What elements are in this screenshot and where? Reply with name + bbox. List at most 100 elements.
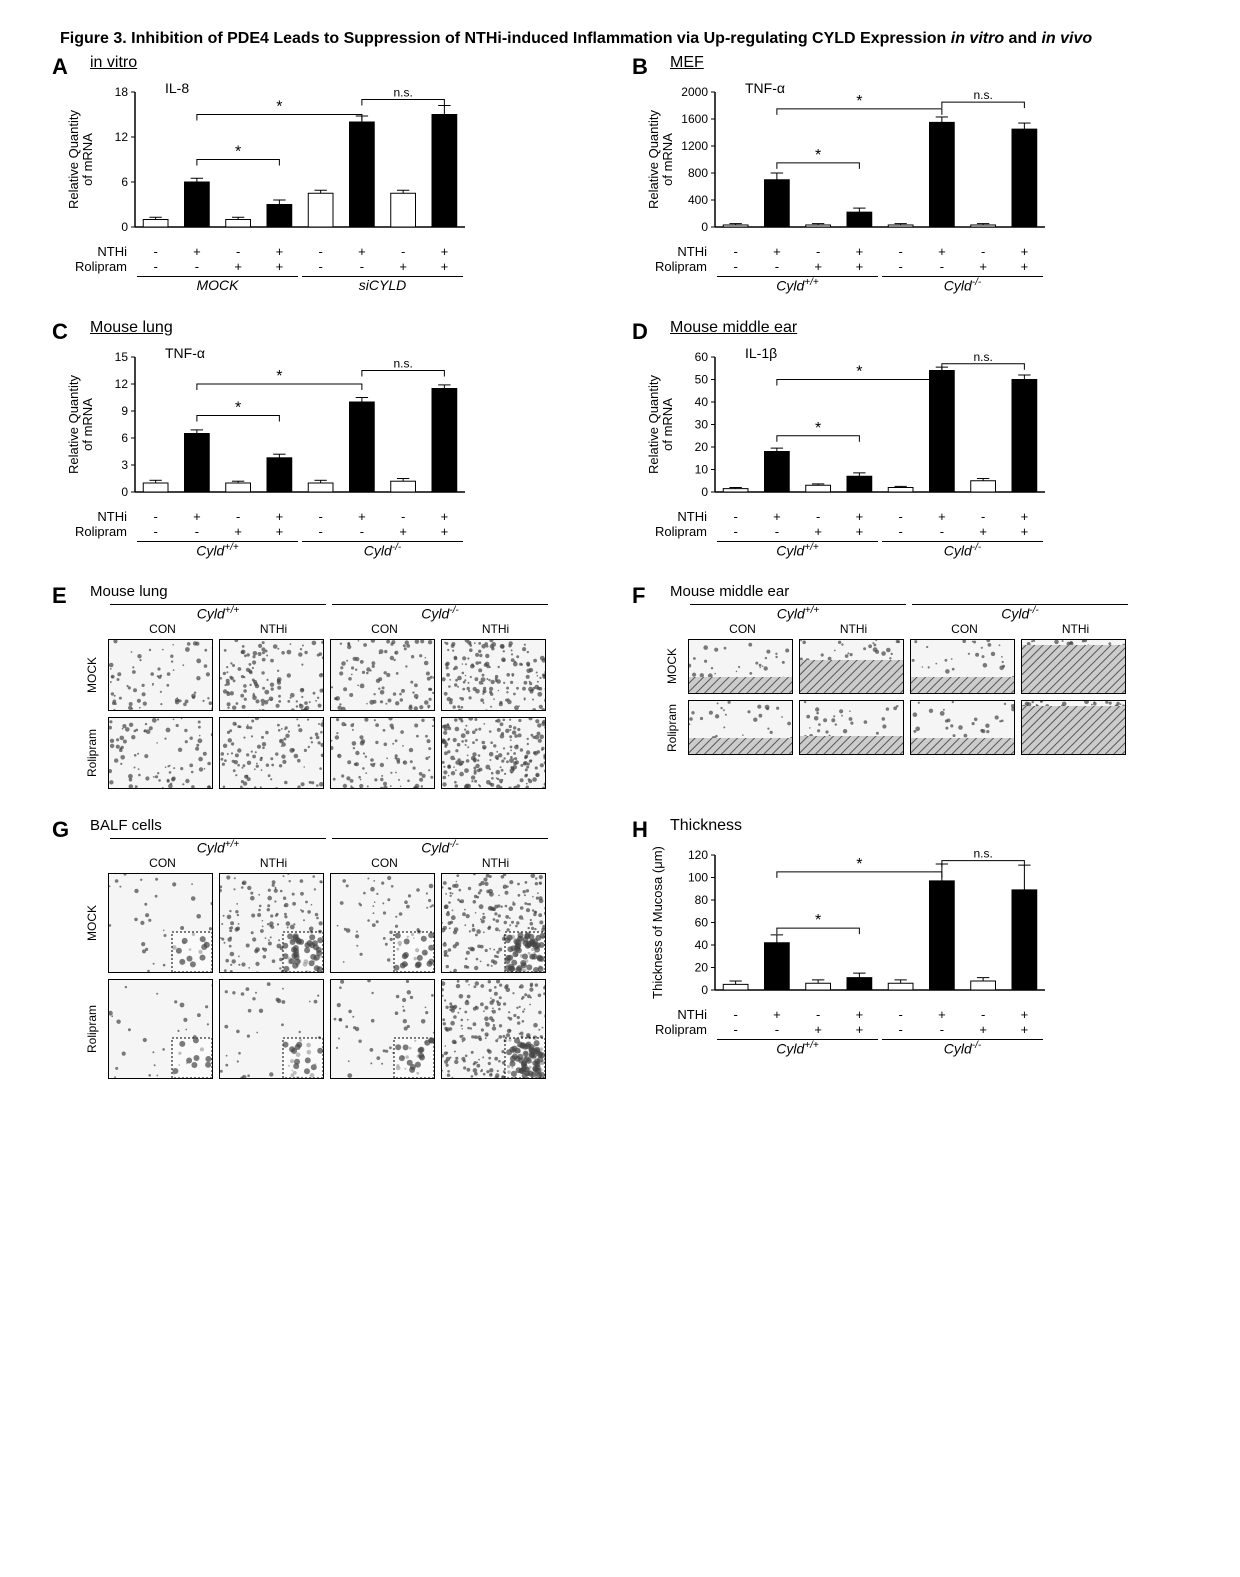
condition-label: NTHi: [443, 856, 548, 870]
genotype-label: Cyld+/+: [690, 604, 906, 622]
histology-image: [219, 979, 324, 1079]
svg-text:of mRNA: of mRNA: [80, 133, 95, 186]
svg-text:40: 40: [695, 395, 709, 409]
panel-label: E: [52, 583, 67, 609]
panel-C: C Mouse lung TNF-α 03691215Relative Quan…: [60, 319, 600, 559]
svg-text:of mRNA: of mRNA: [660, 133, 675, 186]
histology-image: [1021, 639, 1126, 694]
svg-text:100: 100: [688, 870, 708, 884]
histology-image: [330, 979, 435, 1079]
genotype-label: Cyld+/+: [110, 604, 326, 622]
svg-text:10: 10: [695, 462, 709, 476]
histology-image: [108, 717, 213, 789]
condition-label: NTHi: [443, 622, 548, 636]
svg-text:Thickness of Mucosa (μm): Thickness of Mucosa (μm): [650, 846, 665, 999]
panel-subtitle: Mouse middle ear: [670, 319, 797, 337]
svg-text:800: 800: [688, 166, 708, 180]
bar-chart: 03691215Relative Quantityof mRNA**n.s.: [60, 337, 490, 507]
svg-text:30: 30: [695, 417, 709, 431]
svg-text:*: *: [856, 93, 862, 110]
svg-text:*: *: [815, 147, 821, 164]
panel-label: A: [52, 54, 68, 80]
svg-text:120: 120: [688, 848, 708, 862]
svg-text:*: *: [235, 399, 241, 416]
row-label: Rolipram: [85, 717, 105, 789]
panel-A: A in vitro IL-8 061218Relative Quantityo…: [60, 54, 600, 294]
row-label: MOCK: [85, 639, 105, 711]
histology-image: [441, 979, 546, 1079]
treatment-table: NTHi-+-+-+-+Rolipram--++--++Cyld+/+Cyld-…: [60, 509, 600, 559]
row-label: Rolipram: [665, 700, 685, 755]
svg-text:0: 0: [121, 485, 128, 499]
panel-subtitle: Mouse lung: [90, 319, 173, 337]
histology-image: [799, 700, 904, 755]
panel-B: B MEF TNF-α 0400800120016002000Relative …: [640, 54, 1180, 294]
svg-text:60: 60: [695, 350, 709, 364]
histology-image: [688, 700, 793, 755]
figure-title: Figure 3. Inhibition of PDE4 Leads to Su…: [60, 30, 1180, 48]
svg-text:6: 6: [121, 431, 128, 445]
genotype-label: Cyld-/-: [332, 838, 548, 856]
histology-image: [441, 717, 546, 789]
panel-label: C: [52, 319, 68, 345]
histology-image: [219, 873, 324, 973]
condition-label: CON: [912, 622, 1017, 636]
panel-D: D Mouse middle ear IL-1β 0102030405060Re…: [640, 319, 1180, 559]
panel-subtitle: Mouse lung: [90, 583, 600, 600]
histology-image: [688, 639, 793, 694]
histology-image: [330, 717, 435, 789]
panel-label: G: [52, 817, 69, 843]
bar-chart: 020406080100120Thickness of Mucosa (μm)*…: [640, 835, 1070, 1005]
row-label: Rolipram: [85, 979, 105, 1079]
treatment-table: NTHi-+-+-+-+Rolipram--++--++Cyld+/+Cyld-…: [640, 509, 1180, 559]
bar-chart: 061218Relative Quantityof mRNA**n.s.: [60, 72, 490, 242]
svg-text:n.s.: n.s.: [973, 847, 992, 861]
svg-text:60: 60: [695, 915, 709, 929]
readout-label: TNF-α: [745, 80, 785, 96]
svg-text:1600: 1600: [681, 112, 708, 126]
panel-E: E Mouse lung Cyld+/+Cyld-/-CONNTHiCONNTH…: [60, 583, 600, 792]
svg-text:80: 80: [695, 893, 709, 907]
condition-label: NTHi: [221, 622, 326, 636]
svg-text:0: 0: [701, 983, 708, 997]
svg-text:*: *: [276, 368, 282, 385]
genotype-label: Cyld+/+: [110, 838, 326, 856]
row-label: MOCK: [665, 639, 685, 694]
svg-text:0: 0: [121, 220, 128, 234]
readout-label: IL-8: [165, 80, 189, 96]
svg-text:*: *: [856, 363, 862, 380]
condition-label: NTHi: [801, 622, 906, 636]
svg-text:40: 40: [695, 938, 709, 952]
svg-text:Relative Quantity: Relative Quantity: [646, 374, 661, 473]
bar-chart: 0400800120016002000Relative Quantityof m…: [640, 72, 1070, 242]
histology-image: [910, 700, 1015, 755]
histology-image: [108, 979, 213, 1079]
panel-label: H: [632, 817, 648, 843]
condition-label: CON: [332, 622, 437, 636]
svg-text:n.s.: n.s.: [973, 349, 992, 363]
histology-image: [219, 639, 324, 711]
svg-text:n.s.: n.s.: [393, 356, 412, 370]
svg-text:12: 12: [115, 377, 129, 391]
svg-text:Relative Quantity: Relative Quantity: [66, 110, 81, 209]
svg-text:50: 50: [695, 372, 709, 386]
panel-subtitle: in vitro: [90, 54, 137, 72]
condition-label: CON: [332, 856, 437, 870]
histology-image: [108, 639, 213, 711]
treatment-table: NTHi-+-+-+-+Rolipram--++--++MOCKsiCYLD: [60, 244, 600, 293]
svg-text:*: *: [815, 419, 821, 436]
condition-label: CON: [110, 856, 215, 870]
panel-subtitle: MEF: [670, 54, 704, 72]
readout-label: IL-1β: [745, 345, 777, 361]
histology-image: [1021, 700, 1126, 755]
treatment-table: NTHi-+-+-+-+Rolipram--++--++Cyld+/+Cyld-…: [640, 244, 1180, 294]
bar-chart: 0102030405060Relative Quantityof mRNA**n…: [640, 337, 1070, 507]
condition-label: NTHi: [1023, 622, 1128, 636]
treatment-table: NTHi-+-+-+-+Rolipram--++--++Cyld+/+Cyld-…: [640, 1007, 1180, 1057]
panel-subtitle: BALF cells: [90, 817, 600, 834]
histology-image: [910, 639, 1015, 694]
svg-text:18: 18: [115, 85, 129, 99]
svg-text:400: 400: [688, 193, 708, 207]
histology-image: [330, 873, 435, 973]
svg-text:of mRNA: of mRNA: [660, 397, 675, 450]
